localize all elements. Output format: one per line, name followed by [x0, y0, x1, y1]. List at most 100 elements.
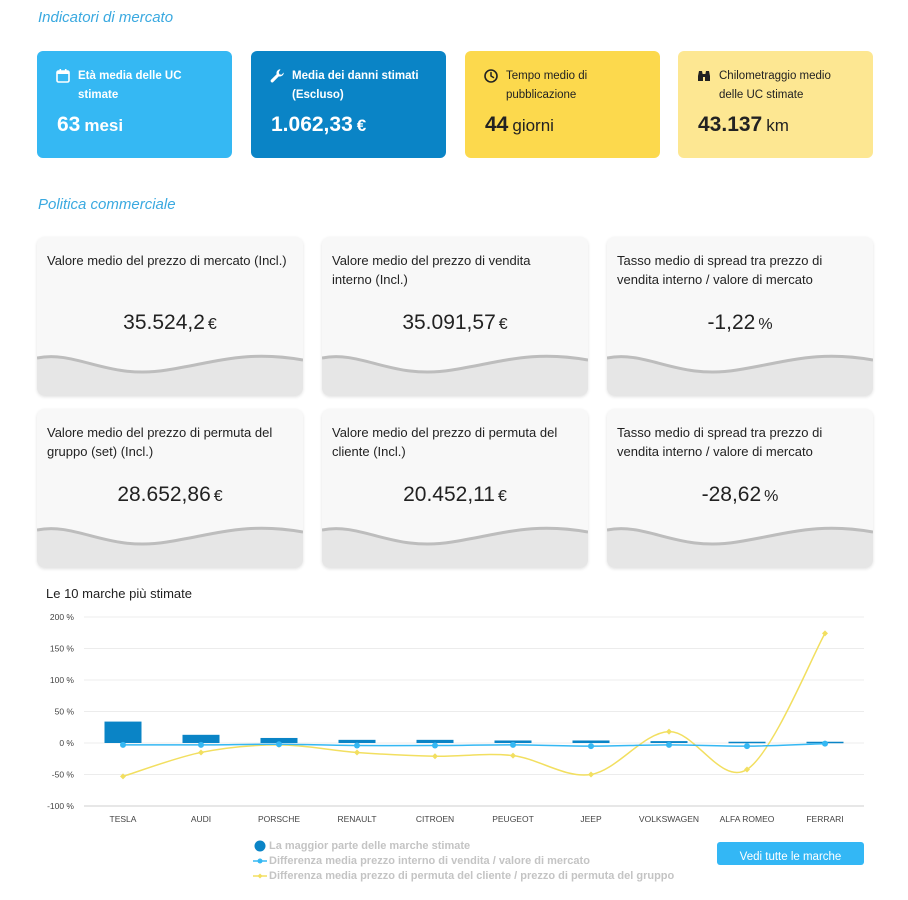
tradein-diff-point	[432, 753, 438, 760]
tradein-diff-point	[120, 773, 126, 780]
x-tick-label: ALFA ROMEO	[720, 814, 775, 824]
tradein-diff-point	[588, 771, 594, 778]
bar	[728, 741, 766, 744]
legend-item-internal-diff[interactable]: Differenza media prezzo interno di vendi…	[253, 853, 674, 868]
internal-diff-point	[510, 741, 516, 748]
tradein-diff-point	[198, 749, 204, 756]
kpi-unit: giorni	[512, 116, 554, 135]
card-value: 35.091,57	[402, 311, 496, 334]
legend-bar-marker-icon	[254, 840, 266, 851]
card-unit: %	[758, 316, 773, 333]
card-unit: €	[497, 488, 507, 505]
card-group-tradein-price: Valore medio del prezzo di permuta del g…	[37, 409, 303, 568]
card-wave-decoration	[322, 526, 588, 568]
legend-label: Differenza media prezzo interno di vendi…	[269, 854, 590, 867]
internal-diff-line	[122, 742, 826, 747]
y-tick-label: 200 %	[50, 612, 75, 622]
y-tick-label: 150 %	[50, 644, 75, 654]
bar	[572, 740, 610, 743]
x-tick-label: AUDI	[191, 814, 211, 824]
internal-diff-point	[120, 741, 126, 748]
card-unit: %	[764, 488, 779, 505]
internal-diff-point	[744, 743, 750, 750]
brands-chart: -100 % -50 % 0 % 50 % 100 % 150 % 200 % TESLA AU…	[47, 612, 864, 824]
card-wave-decoration	[607, 354, 873, 396]
calendar-icon	[56, 69, 70, 83]
kpi-unit: km	[766, 116, 789, 135]
internal-diff-point	[198, 741, 204, 748]
internal-diff-point	[354, 742, 360, 749]
card-wave-decoration	[607, 526, 873, 568]
x-tick-label: FERRARI	[806, 814, 843, 824]
bar	[182, 734, 220, 743]
card-customer-tradein-price: Valore medio del prezzo di permuta del c…	[322, 409, 588, 568]
card-value: 35.524,2	[123, 311, 205, 334]
legend-item-tradein-diff[interactable]: Differenza media prezzo di permuta del c…	[253, 868, 674, 883]
y-tick-label: 0 %	[59, 738, 74, 748]
x-tick-label: VOLKSWAGEN	[639, 814, 699, 824]
kpi-value: 1.062,33	[271, 113, 353, 136]
card-internal-price: Valore medio del prezzo di vendita inter…	[322, 237, 588, 396]
tradein-diff-line	[122, 633, 826, 778]
card-label: Tasso medio di spread tra prezzo di vend…	[617, 425, 823, 459]
internal-diff-point	[666, 741, 672, 748]
view-all-brands-button[interactable]: Vedi tutte le marche	[717, 842, 864, 865]
card-spread-rate-2: Tasso medio di spread tra prezzo di vend…	[607, 409, 873, 568]
card-unit: €	[498, 316, 508, 333]
bar	[104, 721, 142, 743]
tradein-diff-point	[744, 766, 750, 773]
x-tick-label: RENAULT	[337, 814, 376, 824]
kpi-label: Tempo medio di pubblicazione	[506, 70, 588, 101]
kpi-tile-mileage: Chilometraggio medio delle UC stimate 43…	[678, 51, 873, 158]
legend-line-marker-icon	[253, 858, 267, 863]
x-tick-label: TESLA	[110, 814, 137, 824]
x-tick-label: CITROEN	[416, 814, 454, 824]
kpi-value: 44	[485, 113, 509, 136]
tradein-diff-point	[822, 630, 828, 637]
tradein-diff-point	[510, 752, 516, 759]
kpi-tile-damage: Media dei danni stimati (Escluso) 1.062,…	[251, 51, 446, 158]
card-label: Tasso medio di spread tra prezzo di vend…	[617, 253, 823, 287]
legend-label: Differenza media prezzo di permuta del c…	[269, 869, 675, 882]
kpi-label: Età media delle UC stimate	[78, 70, 182, 101]
kpi-tile-age: Età media delle UC stimate 63 mesi	[37, 51, 232, 158]
card-wave-decoration	[37, 354, 303, 396]
kpi-unit: €	[356, 116, 367, 135]
kpi-label: Media dei danni stimati (Escluso)	[292, 70, 419, 101]
internal-diff-point	[432, 742, 438, 749]
legend-item-bars[interactable]: La maggior parte delle marche stimate	[253, 838, 674, 853]
card-market-price: Valore medio del prezzo di mercato (Incl…	[37, 237, 303, 396]
internal-diff-point	[276, 741, 282, 748]
card-unit: €	[207, 316, 217, 333]
y-tick-label: -100 %	[47, 801, 74, 811]
chart-title: Le 10 marche più stimate	[46, 586, 192, 601]
kpi-unit: mesi	[84, 116, 124, 135]
section-title-commercial: Politica commerciale	[38, 196, 176, 213]
card-label: Valore medio del prezzo di mercato (Incl…	[47, 253, 287, 268]
chart-legend: La maggior parte delle marche stimate Di…	[253, 838, 674, 883]
bar	[338, 739, 376, 743]
binoculars-icon	[698, 71, 710, 81]
tradein-diff-point	[666, 728, 672, 735]
kpi-label: Chilometraggio medio delle UC stimate	[719, 70, 831, 101]
card-label: Valore medio del prezzo di permuta del c…	[332, 425, 558, 459]
x-tick-label: JEEP	[580, 814, 602, 824]
card-wave-decoration	[322, 354, 588, 396]
section-title-market: Indicatori di mercato	[38, 9, 174, 26]
card-unit: €	[213, 488, 223, 505]
bar	[416, 739, 454, 743]
y-tick-label: 100 %	[50, 675, 75, 685]
kpi-tile-publication-time: Tempo medio di pubblicazione 44 giorni	[465, 51, 660, 158]
x-tick-label: PEUGEOT	[492, 814, 534, 824]
card-value: -1,22	[707, 311, 756, 334]
tradein-diff-point	[354, 749, 360, 756]
legend-label: La maggior parte delle marche stimate	[269, 839, 471, 852]
card-value: 28.652,86	[117, 483, 211, 506]
card-label: Valore medio del prezzo di permuta del g…	[47, 425, 273, 459]
card-spread-rate: Tasso medio di spread tra prezzo di vend…	[607, 237, 873, 396]
bar	[260, 737, 298, 743]
y-tick-label: -50 %	[52, 770, 75, 780]
card-label: Valore medio del prezzo di vendita inter…	[332, 253, 531, 287]
wrench-icon	[270, 69, 284, 83]
card-value: -28,62	[701, 483, 762, 506]
